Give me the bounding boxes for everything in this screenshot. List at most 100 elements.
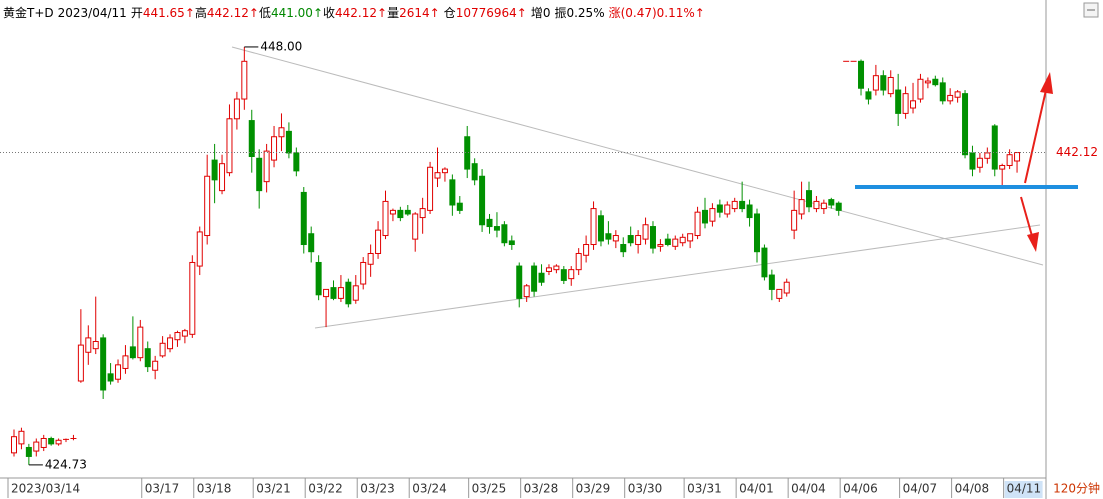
x-tick-label: 04/04 [791, 482, 826, 496]
body [174, 332, 181, 341]
header-item: 441.00↑ [271, 6, 323, 20]
body [754, 213, 760, 253]
current-label-bg [1004, 481, 1043, 498]
header-item: 仓 [444, 6, 456, 20]
header-item: 增0 [531, 6, 551, 20]
body [991, 125, 998, 170]
body [92, 340, 99, 350]
header-item: 高 [195, 5, 207, 20]
body [947, 94, 954, 102]
up-arrow [1024, 89, 1047, 184]
body [783, 281, 790, 294]
x-tick-label: 03/29 [576, 482, 611, 496]
body [122, 355, 129, 369]
body [404, 209, 411, 215]
header-item: 2614↑ [399, 6, 440, 20]
body [278, 127, 285, 138]
body [144, 348, 151, 368]
body [575, 252, 582, 271]
body [672, 238, 679, 247]
body [48, 437, 55, 445]
body [382, 200, 389, 237]
last-price-label: 442.12 [1056, 145, 1098, 159]
body [389, 209, 396, 215]
body [189, 261, 196, 335]
body [479, 175, 486, 226]
body [924, 80, 931, 84]
body [285, 130, 292, 154]
body [397, 209, 404, 219]
body [77, 344, 84, 382]
body [1014, 152, 1021, 162]
body [731, 200, 738, 210]
header-item: 10776964↑ [456, 6, 527, 20]
body [813, 200, 820, 210]
x-tick-label: 03/22 [308, 482, 343, 496]
max-label: 448.00 [260, 39, 302, 53]
trend-line [314, 224, 1041, 329]
body [649, 226, 656, 249]
body [256, 157, 263, 192]
body [538, 272, 545, 283]
body [345, 281, 352, 305]
body [226, 118, 233, 174]
x-tick-label: 03/17 [145, 482, 180, 496]
x-tick-label: 03/30 [628, 482, 663, 496]
body [55, 439, 62, 445]
body [434, 172, 441, 179]
body [129, 346, 136, 359]
body [40, 437, 47, 448]
body [508, 240, 515, 246]
body [583, 244, 590, 256]
body [233, 98, 240, 120]
body [271, 136, 278, 161]
body [159, 342, 166, 357]
x-tick-label: 03/21 [256, 482, 291, 496]
body [308, 233, 315, 253]
body [263, 150, 270, 183]
body [456, 202, 463, 211]
body [337, 287, 344, 299]
body [954, 91, 961, 98]
body [553, 265, 560, 271]
x-tick-label: 04/08 [955, 482, 990, 496]
body [152, 360, 159, 371]
body [137, 326, 144, 359]
trend-line [231, 46, 1044, 266]
body [360, 261, 367, 285]
body [545, 267, 552, 272]
body [872, 75, 879, 91]
body [962, 93, 969, 156]
body [11, 436, 17, 454]
body [196, 231, 203, 267]
body [464, 136, 471, 170]
body [115, 364, 122, 380]
body [100, 337, 107, 391]
body [910, 100, 917, 109]
body [25, 446, 32, 457]
x-tick-label: 03/25 [472, 482, 507, 496]
header-item: 量 [387, 6, 399, 20]
header-item: 涨(0.47)0.11%↑ [609, 5, 705, 20]
body [523, 285, 530, 298]
min-label: 424.73 [45, 457, 87, 471]
body [590, 208, 597, 246]
body [828, 199, 835, 206]
x-tick-label: 03/31 [687, 482, 722, 496]
header-item: 开 [131, 6, 143, 20]
header-item: 收 [323, 6, 335, 20]
body [687, 233, 694, 242]
body [716, 204, 723, 213]
body [709, 208, 716, 222]
body [835, 202, 842, 211]
x-tick-label: 04/06 [843, 482, 878, 496]
x-tick-label: 03/18 [197, 482, 232, 496]
body [315, 261, 322, 296]
body [865, 91, 872, 100]
header-item: 441.65↑ [143, 6, 195, 20]
body [664, 238, 671, 246]
x-tick-label: 03/23 [360, 482, 395, 496]
body [323, 288, 330, 298]
